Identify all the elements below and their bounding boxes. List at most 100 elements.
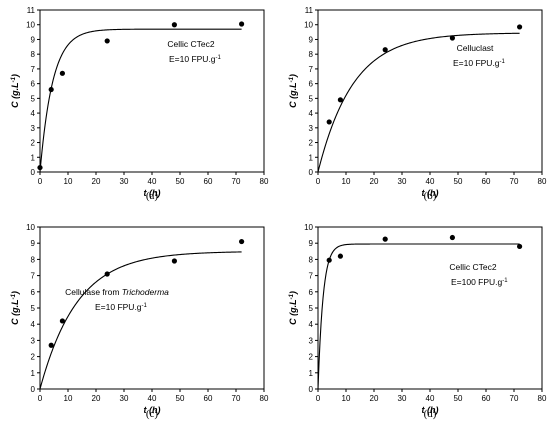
panel-a: 0 10 20 30 40 50 60 70 80 0 1 2 3 4 5 6 7 8 9 10 11 t (h) C (g… <box>10 6 269 202</box>
x-tick-label: 80 <box>538 394 547 403</box>
data-point <box>48 342 54 348</box>
y-tick-label: 9 <box>309 239 314 248</box>
x-tick-label: 80 <box>260 394 269 403</box>
x-tick-label: 40 <box>148 394 157 403</box>
x-tick-label: 20 <box>370 394 379 403</box>
y-tick-label: 4 <box>31 320 36 329</box>
plot-frame <box>317 226 543 390</box>
x-tick-label: 60 <box>204 394 213 403</box>
data-point <box>326 257 332 263</box>
annotation-loading: E=10 FPU.g-1 <box>169 54 222 64</box>
x-tick-label: 20 <box>370 177 379 186</box>
fit-curve <box>39 28 242 173</box>
y-tick-label: 2 <box>31 139 36 148</box>
y-axis-title-group: C (g.L-1) <box>10 291 20 325</box>
annotation-enzyme: Cellic CTec2 <box>167 39 215 49</box>
y-tick-label: 8 <box>309 255 314 264</box>
x-tick-label: 0 <box>38 177 43 186</box>
x-tick-label: 10 <box>342 177 351 186</box>
x-axis-title: t (h) <box>144 188 161 198</box>
panel-caption: (c) <box>146 408 159 420</box>
x-tick-label: 10 <box>64 394 73 403</box>
y-tick-label: 5 <box>309 304 314 313</box>
y-tick-label: 8 <box>31 50 36 59</box>
x-tick-label: 60 <box>482 177 491 186</box>
data-point <box>517 24 523 30</box>
y-tick-label: 9 <box>31 35 36 44</box>
y-tick-label: 8 <box>309 50 314 59</box>
x-tick-label: 30 <box>120 394 129 403</box>
x-tick-label: 0 <box>316 394 321 403</box>
x-tick-label: 70 <box>232 177 241 186</box>
y-tick-label: 5 <box>309 94 314 103</box>
y-tick-label: 2 <box>31 353 36 362</box>
y-axis-title-group: C (g.L-1) <box>288 74 298 108</box>
y-tick-label: 11 <box>305 6 314 15</box>
x-axis-title: t (h) <box>422 405 439 415</box>
y-tick-label: 4 <box>309 109 314 118</box>
y-axis-title: C (g.L-1) <box>288 74 298 108</box>
x-tick-label: 50 <box>454 394 463 403</box>
fit-curve <box>39 251 242 390</box>
y-tick-label: 3 <box>309 124 314 133</box>
annotation-enzyme: Cellulase from Trichoderma <box>65 287 169 297</box>
y-tick-label: 1 <box>31 369 36 378</box>
x-tick-label: 0 <box>316 177 321 186</box>
y-tick-label: 10 <box>26 223 35 232</box>
data-point <box>382 47 388 53</box>
y-tick-label: 4 <box>309 320 314 329</box>
annotation-enzyme: Celluclast <box>457 43 494 53</box>
data-point <box>171 258 177 264</box>
y-tick-label: 8 <box>31 255 36 264</box>
y-tick-label: 6 <box>309 80 314 89</box>
y-tick-label: 0 <box>31 385 36 394</box>
data-point <box>449 35 455 41</box>
x-tick-label: 20 <box>92 394 101 403</box>
y-tick-label: 9 <box>31 239 36 248</box>
panel-b: 0 10 20 30 40 50 60 70 80 0 1 2 3 4 5 6 7 8 9 10 11 t (h) C (g… <box>288 6 547 202</box>
y-tick-label: 3 <box>31 336 36 345</box>
y-tick-label: 2 <box>309 139 314 148</box>
y-tick-label: 0 <box>31 168 36 177</box>
data-point <box>449 234 455 241</box>
plot-frame <box>39 9 265 173</box>
annotation-loading: E=10 FPU.g-1 <box>95 302 148 312</box>
x-axis-title: t (h) <box>144 405 161 415</box>
y-tick-label: 1 <box>309 369 314 378</box>
x-tick-label: 70 <box>232 394 241 403</box>
y-tick-label: 7 <box>31 65 36 74</box>
y-tick-label: 9 <box>309 35 314 44</box>
x-tick-label: 10 <box>64 177 73 186</box>
fit-curve <box>317 243 520 390</box>
x-tick-label: 40 <box>148 177 157 186</box>
x-tick-label: 20 <box>92 177 101 186</box>
panel-caption: (d) <box>424 408 437 420</box>
y-tick-label: 7 <box>309 272 314 281</box>
x-tick-label: 40 <box>426 394 435 403</box>
x-tick-label: 70 <box>510 394 519 403</box>
y-tick-label: 2 <box>309 353 314 362</box>
data-point <box>517 243 523 250</box>
y-tick-label: 6 <box>31 80 36 89</box>
y-tick-label: 11 <box>27 6 36 15</box>
y-tick-label: 7 <box>309 65 314 74</box>
data-point <box>104 271 110 277</box>
y-tick-label: 7 <box>31 272 36 281</box>
x-tick-label: 50 <box>176 394 185 403</box>
y-tick-label: 0 <box>309 168 314 177</box>
annotation-loading: E=100 FPU.g-1 <box>451 277 508 287</box>
data-point <box>337 97 343 103</box>
data-point <box>59 318 65 324</box>
y-tick-label: 4 <box>31 109 36 118</box>
data-point <box>37 164 43 171</box>
y-axis-title: C (g.L-1) <box>288 291 298 325</box>
data-point <box>239 238 245 245</box>
y-tick-label: 0 <box>309 385 314 394</box>
x-tick-label: 70 <box>510 177 519 186</box>
y-tick-label: 5 <box>31 94 36 103</box>
data-point <box>382 236 388 242</box>
data-point <box>239 21 245 27</box>
panel-d: 0 10 20 30 40 50 60 70 80 0 1 2 3 4 5 6 7 8 9 10 t (h) C (g.L… <box>288 223 547 420</box>
annotation-loading: E=10 FPU.g-1 <box>453 58 506 68</box>
